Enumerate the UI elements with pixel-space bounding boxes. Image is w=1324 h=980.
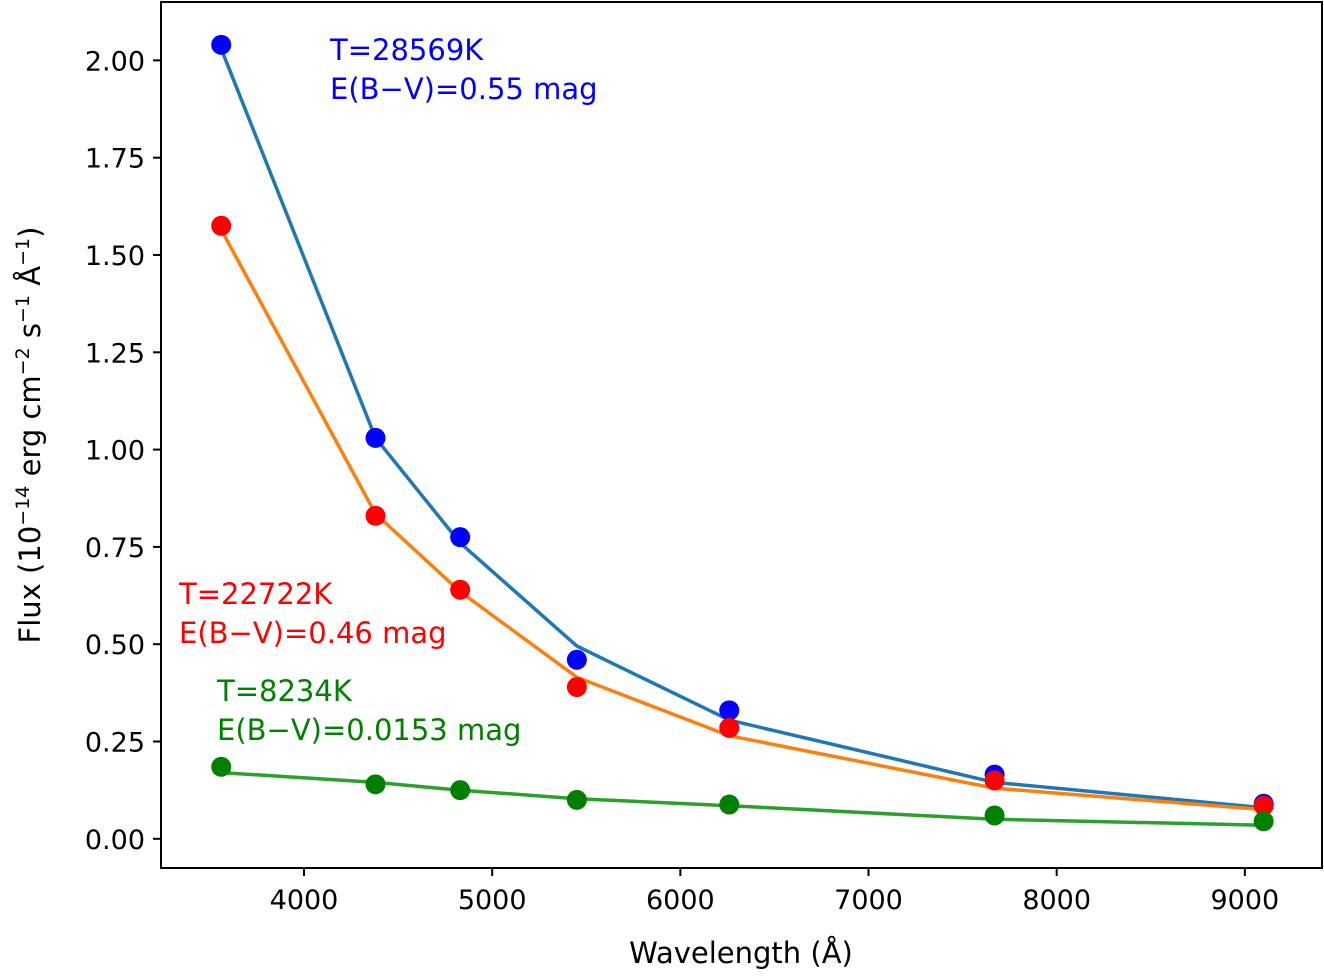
annotation-green: T=8234K E(B−V)=0.0153 mag [216,674,521,747]
y-tick-label: 0.25 [85,728,145,759]
data-point-blue [211,34,232,55]
data-points-layer [211,34,1274,832]
x-tick-label: 9000 [1210,885,1279,916]
data-point-blue [365,427,386,448]
annotation-red-line1: T=22722K [178,577,333,611]
y-tick-label: 1.25 [85,338,145,369]
x-tick-label: 7000 [834,885,903,916]
data-point-green [984,805,1005,826]
data-point-blue [566,649,587,670]
x-tick-label: 4000 [270,885,339,916]
data-point-red [365,505,386,526]
y-axis-title: Flux (10−14 erg cm−2 s−1 Å−1) [12,227,47,644]
annotation-blue-line1: T=28569K [329,33,484,67]
x-tick-label: 5000 [458,885,527,916]
data-point-green [719,794,740,815]
ticks-layer: 4000 5000 6000 7000 8000 9000 0.00 0.25 0.50 0.75… [85,46,1279,916]
data-point-red [1253,795,1274,816]
data-point-green [566,789,587,810]
y-tick-label: 0.75 [85,533,145,564]
data-point-green [450,780,471,801]
x-tick-label: 8000 [1022,885,1091,916]
data-point-red [566,677,587,698]
y-tick-label: 2.00 [85,46,145,77]
plot-area-frame [160,1,1323,869]
annotation-blue: T=28569K E(B−V)=0.55 mag [329,33,598,106]
x-axis-title: Wavelength (Å) [629,936,853,970]
data-point-red [984,770,1005,791]
y-tick-label: 0.50 [85,630,145,661]
data-point-red [211,215,232,236]
x-tick-label: 6000 [646,885,715,916]
data-point-green [211,756,232,777]
y-tick-label: 1.50 [85,241,145,272]
annotation-green-line1: T=8234K [216,674,353,708]
data-point-red [450,579,471,600]
data-point-red [719,717,740,738]
annotation-red-line2: E(B−V)=0.46 mag [179,616,447,650]
y-tick-label: 1.00 [85,436,145,467]
data-point-green [365,774,386,795]
annotation-green-line2: E(B−V)=0.0153 mag [217,713,521,747]
annotation-red: T=22722K E(B−V)=0.46 mag [178,577,447,650]
data-point-green [1253,811,1274,832]
y-tick-label: 1.75 [85,144,145,175]
y-tick-label: 0.00 [85,825,145,856]
annotation-blue-line2: E(B−V)=0.55 mag [330,72,598,106]
data-point-blue [719,700,740,721]
data-point-blue [450,527,471,548]
